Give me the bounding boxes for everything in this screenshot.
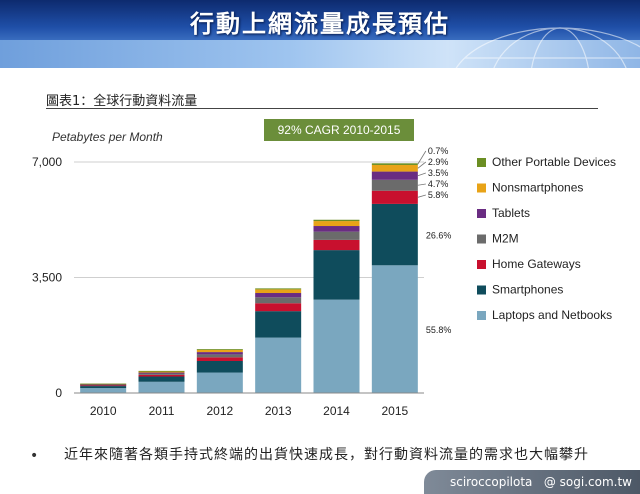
share-leader-line xyxy=(417,183,426,186)
bar-segment xyxy=(196,352,243,355)
legend-label: Nonsmartphones xyxy=(492,181,583,195)
share-label: 55.8% xyxy=(426,325,452,335)
credit-name: sciroccopilota xyxy=(449,475,533,489)
cagr-annotation: 92% CAGR 2010-2015 xyxy=(278,123,401,137)
bar-segment xyxy=(313,250,360,300)
x-tick-label: 2011 xyxy=(149,404,175,418)
bar-segment xyxy=(138,372,185,374)
bar-segment xyxy=(80,385,127,387)
bar-segment xyxy=(255,311,302,338)
legend-swatch xyxy=(477,285,486,295)
bar-segment xyxy=(371,164,418,172)
bar-segment xyxy=(313,219,360,222)
bar-segment xyxy=(196,372,243,393)
globe-graphic xyxy=(455,27,640,68)
bar-segment xyxy=(313,299,360,393)
bar-segment xyxy=(255,289,302,294)
bar-segment xyxy=(371,163,418,165)
legend-label: Smartphones xyxy=(492,283,563,297)
bar-segment xyxy=(371,203,418,266)
y-tick-label: 7,000 xyxy=(32,155,62,169)
bar-segment xyxy=(80,386,127,389)
x-tick-label: 2014 xyxy=(323,404,350,418)
page-title: 行動上網流量成長預估 xyxy=(190,10,450,38)
bar-segment xyxy=(371,265,418,393)
bar-segment xyxy=(138,376,185,382)
legend-swatch xyxy=(477,234,486,244)
share-label: 5.8% xyxy=(428,190,449,200)
x-tick-label: 2013 xyxy=(265,404,292,418)
bar-segment xyxy=(196,360,243,373)
bar-segment xyxy=(313,239,360,251)
share-label: 0.7% xyxy=(428,146,449,156)
bar-segment xyxy=(196,357,243,361)
bar-segment xyxy=(138,370,185,372)
credit-site: @ sogi.com.tw xyxy=(543,475,632,489)
share-leader-line xyxy=(417,172,426,177)
y-axis-label: Petabytes per Month xyxy=(52,130,163,144)
bar-segment xyxy=(138,374,185,377)
legend-swatch xyxy=(477,260,486,269)
share-label: 3.5% xyxy=(428,168,449,178)
share-label: 4.7% xyxy=(428,179,449,189)
x-tick-label: 2010 xyxy=(90,404,117,418)
bar-segment xyxy=(371,190,418,204)
share-label: 2.9% xyxy=(428,157,449,167)
mobile-traffic-chart: Petabytes per Month 0 3,500 7,000 2010 2011 20… xyxy=(32,119,616,418)
y-tick-label: 3,500 xyxy=(32,271,62,285)
bar-segment xyxy=(255,293,302,298)
credit-badge: sciroccopilota @ sogi.com.tw xyxy=(424,470,640,494)
legend-label: Laptops and Netbooks xyxy=(492,308,612,322)
bar-segment xyxy=(138,371,185,373)
bar-segment xyxy=(80,388,127,393)
bar-segment xyxy=(196,349,243,350)
y-tick-label: 0 xyxy=(55,386,62,400)
bar-segment xyxy=(255,303,302,312)
x-tick-label: 2015 xyxy=(381,404,408,418)
bar-segment xyxy=(138,381,185,393)
share-leader-line xyxy=(417,150,427,165)
bar-segment xyxy=(371,171,418,180)
share-label: 26.6% xyxy=(426,231,452,241)
share-leader-line xyxy=(417,194,426,198)
figure-title-rule xyxy=(46,108,598,109)
bar-segment xyxy=(371,179,418,191)
legend-swatch xyxy=(477,183,486,193)
legend-label: Home Gateways xyxy=(492,257,581,271)
cagr-box xyxy=(264,119,414,141)
bar-segment xyxy=(255,337,302,393)
bar-segment xyxy=(313,226,360,232)
banner-band xyxy=(0,40,640,68)
title-banner: 行動上網流量成長預估 xyxy=(0,0,640,68)
bar-segment xyxy=(255,288,302,290)
bullet-marker: • xyxy=(30,448,39,464)
bar-segment xyxy=(196,354,243,358)
bar-segment xyxy=(138,373,185,375)
legend-label: Other Portable Devices xyxy=(492,155,616,169)
bar-segment xyxy=(313,231,360,240)
bullet-text: 近年來隨著各類手持式終端的出貨快速成長，對行動資料流量的需求也大幅攀升 xyxy=(64,447,589,463)
legend-swatch xyxy=(477,158,486,167)
share-leader-line xyxy=(417,161,427,169)
legend-label: Tablets xyxy=(492,206,530,220)
bar-segment xyxy=(313,221,360,227)
legend-swatch xyxy=(477,311,486,320)
x-tick-label: 2012 xyxy=(206,404,233,418)
bar-segment xyxy=(196,349,243,353)
figure-title: 圖表1：全球行動資料流量 xyxy=(46,94,198,109)
bar-segment xyxy=(80,383,127,385)
legend-swatch xyxy=(477,209,486,218)
legend-label: M2M xyxy=(492,232,519,246)
bar-segment xyxy=(255,297,302,304)
bar-segment xyxy=(80,384,127,386)
